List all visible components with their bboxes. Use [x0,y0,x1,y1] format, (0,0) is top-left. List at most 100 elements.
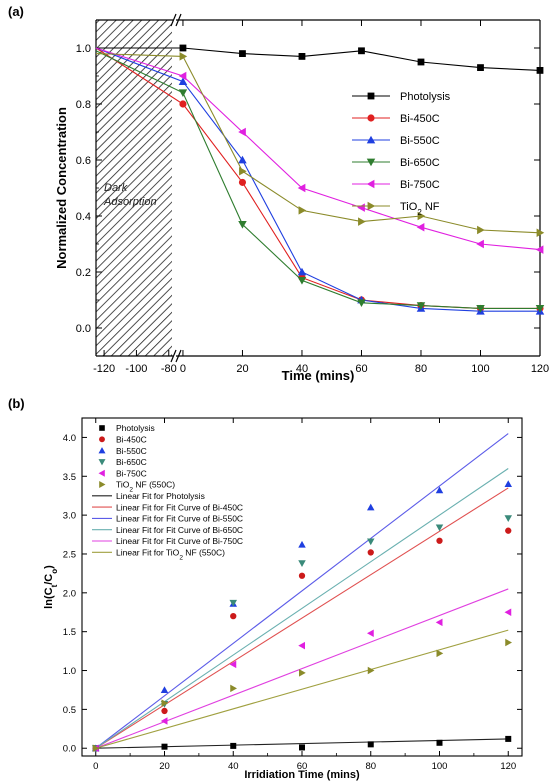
legend-marker [366,158,376,167]
legend-label-part: Bi-550C [400,135,440,147]
legend-label: Photolysis [116,423,155,433]
data-point [297,277,307,285]
data-point [536,228,545,238]
data-point [299,669,306,677]
legend: Photolysis Bi-450C Bi-550C Bi-650C Bi-750C Ti… [352,91,451,217]
y-tick-label: 0.8 [76,99,91,111]
data-point [161,707,168,715]
data-point [536,67,544,74]
data-point [367,629,374,637]
legend-label: Bi-650C [116,457,147,467]
data-point [92,744,100,752]
legend-label: Bi-550C [116,446,147,456]
data-point [238,221,247,229]
legend-label-part: 2 [417,208,422,217]
data-point [179,44,187,52]
data-point [505,527,512,534]
region-label-line1: Dark [104,182,128,194]
data-point [178,77,188,85]
chart-a: Dark Adsorption 0.0 0.2 0.4 0.6 0.8 1.0 -120 -100… [8,4,549,383]
legend-label-part: Linear Fit for TiO [116,548,180,558]
data-point [367,538,375,546]
data-point [476,305,485,313]
y-tick-label: 0.6 [76,155,91,167]
legend-label: Bi-450C [400,113,440,125]
x-tick-label: 120 [500,761,516,772]
legend-label-part: Bi-550C [116,446,147,456]
data-point [477,225,485,235]
data-point [178,89,188,98]
panel-label-a: (a) [8,4,24,19]
data-point [367,549,374,556]
legend-label-part: Linear Fit for Photolysis [116,491,205,501]
data-point [505,735,512,742]
y-tick-label: 1.0 [63,666,76,677]
legend-marker [99,481,106,488]
legend-label-part: Bi-750C [116,468,147,478]
data-point [367,666,375,675]
legend-marker [98,459,106,466]
axis-break-mark [170,13,177,27]
data-point [477,64,484,71]
legend-label: Bi-750C [400,179,440,191]
legend-marker [366,179,375,189]
x-tick-label: 20 [159,761,170,772]
plot-frame [81,417,523,757]
legend-label: Bi-550C [400,135,440,147]
legend-label-part: 2 [129,486,133,493]
y-tick-label: 3.5 [63,472,76,483]
data-point [504,515,512,522]
y-axis-title-part: o [50,569,59,574]
x-tick-label: 100 [432,761,448,772]
data-point [476,239,484,249]
data-point [297,183,306,193]
legend-label-part: Linear Fit for Fit Curve of Bi-450C [116,502,243,512]
legend-marker [367,114,375,122]
data-point [298,53,306,60]
x-tick-label: 0 [93,761,98,772]
legend-label: Linear Fit for Fit Curve of Bi-550C [116,514,243,524]
legend-label: Linear Fit for Fit Curve of Bi-650C [116,525,243,535]
data-point [435,618,443,627]
x-axis-title: Time (mins) [282,368,355,383]
legend-label: TiO2 NF (550C) [116,480,175,494]
x-tick-label: 120 [531,363,549,375]
data-point [535,305,545,313]
series-Bi-650C [95,50,545,313]
y-tick-label: 0.4 [76,211,91,223]
x-tick-label: 60 [355,363,367,375]
series-line [95,50,540,309]
data-point [436,739,443,746]
legend-marker [98,447,106,454]
legend-label-part: Linear Fit for Fit Curve of Bi-650C [116,525,243,535]
dark-adsorption-region [96,20,172,356]
data-point [238,178,247,186]
data-point [179,100,187,108]
data-point [505,638,512,647]
x-tick-label: 40 [296,363,308,375]
data-point [179,52,188,61]
legend-label-part: Linear Fit for Fit Curve of Bi-550C [116,514,243,524]
legend-marker [367,201,376,211]
legend-label: Linear Fit for TiO2 NF (550C) [116,548,225,562]
y-tick-label: 1.5 [63,627,76,638]
legend-label: Bi-650C [400,157,440,169]
y-axis-title-part: ) [43,565,55,569]
fit-line [95,629,509,749]
legend-label-part: NF [422,201,440,213]
data-point [358,47,365,55]
series-line [95,47,541,251]
x-tick-label: 40 [228,761,239,772]
data-point [436,537,443,544]
data-point [230,684,237,693]
legend-label: Linear Fit for Photolysis [116,491,205,501]
y-axis-title-part: t [50,584,59,587]
data-point [298,560,306,568]
y-tick-label: 0.0 [63,744,76,755]
data-point [416,302,426,310]
data-point [161,699,169,707]
data-point [229,599,237,607]
data-point [160,686,169,693]
legend-label-part: TiO [116,480,130,490]
legend-label-part: TiO [400,201,418,213]
